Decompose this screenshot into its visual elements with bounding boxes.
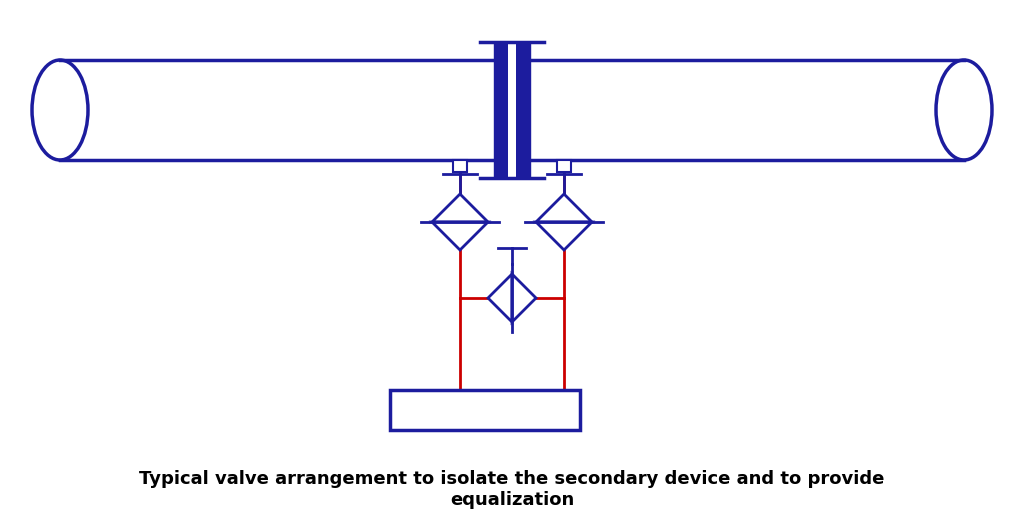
Text: Typical valve arrangement to isolate the secondary device and to provide
equaliz: Typical valve arrangement to isolate the…	[139, 470, 885, 509]
Polygon shape	[536, 194, 592, 222]
Polygon shape	[512, 274, 536, 322]
Polygon shape	[488, 274, 512, 322]
Polygon shape	[536, 222, 592, 250]
Polygon shape	[432, 194, 488, 222]
Bar	[390, 390, 580, 430]
Polygon shape	[432, 222, 488, 250]
Bar	[494, 42, 508, 178]
Bar	[557, 160, 571, 172]
Bar	[516, 42, 530, 178]
Bar	[453, 160, 467, 172]
Bar	[508, 42, 516, 178]
